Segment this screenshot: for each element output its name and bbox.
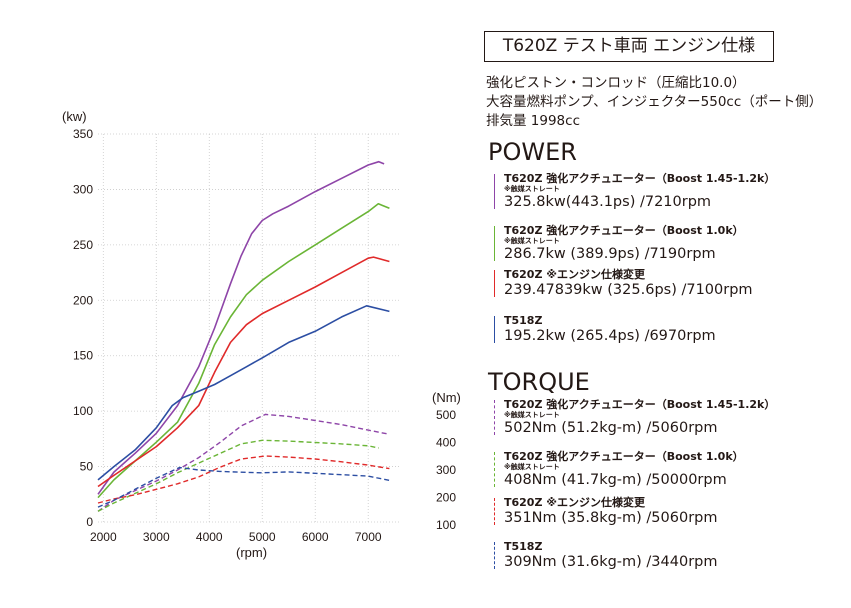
chart-grid bbox=[98, 133, 400, 523]
legend-swatch bbox=[494, 452, 495, 487]
torque-curves bbox=[97, 413, 390, 512]
engine-spec-1: 強化ピストン・コンロッド（圧縮比10.0） bbox=[486, 75, 746, 91]
page-title: T620Z テスト車両 エンジン仕様 bbox=[484, 31, 774, 62]
legend-peak-value: 325.8kw(443.1ps) /7210rpm bbox=[504, 194, 712, 210]
power-series-line-1 bbox=[97, 203, 390, 499]
legend-series-name: T518Z bbox=[504, 314, 543, 327]
y-left-tick-label: 350 bbox=[73, 127, 93, 141]
legend-series-note: ※触媒ストレート bbox=[504, 237, 560, 245]
torque-series-line-1 bbox=[97, 439, 379, 512]
y-axis-label-left: (kw) bbox=[62, 109, 87, 124]
y-right-tick-label: 300 bbox=[436, 463, 456, 477]
torque-series-line-0 bbox=[97, 413, 390, 512]
y-right-tick-label: 100 bbox=[436, 518, 456, 532]
legend-series-name: T620Z ※エンジン仕様変更 bbox=[504, 496, 645, 509]
legend-series-name: T620Z 強化アクチュエーター（Boost 1.45-1.2k） bbox=[504, 398, 776, 411]
power-legend-entry: T620Z 強化アクチュエーター（Boost 1.0k） ※触媒ストレート 286.… bbox=[494, 224, 744, 263]
power-legend-entry: T518Z 195.2kw (265.4ps) /6970rpm bbox=[494, 314, 716, 345]
y-left-tick-label: 50 bbox=[80, 460, 94, 474]
y-right-tick-label: 400 bbox=[436, 436, 456, 450]
torque-legend-entry: T518Z 309Nm (31.6kg-m) /3440rpm bbox=[494, 540, 718, 571]
power-legend-entry: T620Z 強化アクチュエーター（Boost 1.45-1.2k） ※触媒ストレー… bbox=[494, 172, 775, 211]
power-series-line-0 bbox=[97, 160, 385, 495]
x-tick-label: 7000 bbox=[355, 530, 382, 544]
legend-swatch bbox=[494, 226, 495, 261]
legend-peak-value: 502Nm (51.2kg-m) /5060rpm bbox=[504, 420, 718, 436]
torque-series-line-2 bbox=[97, 455, 390, 504]
legend-swatch bbox=[494, 270, 495, 297]
power-series-line-2 bbox=[97, 256, 390, 488]
legend-series-note: ※触媒ストレート bbox=[504, 185, 560, 193]
y-axis-label-right: (Nm) bbox=[432, 390, 461, 405]
legend-series-name: T620Z ※エンジン仕様変更 bbox=[504, 268, 645, 281]
legend-series-name: T620Z 強化アクチュエーター（Boost 1.45-1.2k） bbox=[504, 172, 776, 185]
legend-peak-value: 351Nm (35.8kg-m) /5060rpm bbox=[504, 510, 718, 526]
legend-series-name: T620Z 強化アクチュエーター（Boost 1.0k） bbox=[504, 450, 744, 463]
legend-swatch bbox=[494, 174, 495, 209]
torque-heading: TORQUE bbox=[488, 368, 590, 396]
power-curves bbox=[97, 160, 390, 499]
legend-series-name: T518Z bbox=[504, 540, 543, 553]
legend-peak-value: 408Nm (41.7kg-m) /50000rpm bbox=[504, 472, 727, 488]
torque-legend-entry: T620Z 強化アクチュエーター（Boost 1.45-1.2k） ※触媒ストレー… bbox=[494, 398, 775, 437]
legend-swatch bbox=[494, 498, 495, 525]
legend-peak-value: 239.47839kw (325.6ps) /7100rpm bbox=[504, 282, 753, 298]
power-series-line-3 bbox=[97, 305, 390, 481]
y-left-tick-label: 300 bbox=[73, 182, 93, 196]
legend-series-note: ※触媒ストレート bbox=[504, 411, 560, 419]
y-right-tick-label: 500 bbox=[436, 408, 456, 422]
y-left-tick-label: 150 bbox=[73, 349, 93, 363]
x-tick-label: 5000 bbox=[249, 530, 276, 544]
legend-series-name: T620Z 強化アクチュエーター（Boost 1.0k） bbox=[504, 224, 744, 237]
torque-legend-entry: T620Z 強化アクチュエーター（Boost 1.0k） ※触媒ストレート 408N… bbox=[494, 450, 744, 489]
x-tick-label: 3000 bbox=[143, 530, 170, 544]
legend-peak-value: 195.2kw (265.4ps) /6970rpm bbox=[504, 328, 716, 344]
legend-peak-value: 309Nm (31.6kg-m) /3440rpm bbox=[504, 554, 718, 570]
engine-spec-2: 大容量燃料ポンプ、インジェクター550cc（ポート側） bbox=[486, 94, 823, 110]
legend-swatch bbox=[494, 316, 495, 343]
y-left-tick-label: 0 bbox=[86, 515, 93, 529]
power-legend-entry: T620Z ※エンジン仕様変更 239.47839kw (325.6ps) /71… bbox=[494, 268, 753, 299]
torque-series-line-3 bbox=[97, 466, 390, 508]
legend-series-note: ※触媒ストレート bbox=[504, 463, 560, 471]
x-tick-label: 6000 bbox=[302, 530, 329, 544]
x-tick-label: 4000 bbox=[196, 530, 223, 544]
power-heading: POWER bbox=[488, 138, 577, 166]
y-right-tick-label: 200 bbox=[436, 491, 456, 505]
torque-legend-entry: T620Z ※エンジン仕様変更 351Nm (35.8kg-m) /5060rpm bbox=[494, 496, 718, 527]
y-left-tick-label: 100 bbox=[73, 404, 93, 418]
axis-ticks: 2000 3000 4000 5000 6000 7000 0 50 100 150 200 250 3… bbox=[73, 127, 456, 544]
x-axis-label: (rpm) bbox=[236, 545, 267, 560]
y-left-tick-label: 250 bbox=[73, 238, 93, 252]
engine-spec-3: 排気量 1998cc bbox=[486, 113, 580, 129]
legend-peak-value: 286.7kw (389.9ps) /7190rpm bbox=[504, 246, 716, 262]
legend-swatch bbox=[494, 542, 495, 569]
x-tick-label: 2000 bbox=[90, 530, 117, 544]
legend-swatch bbox=[494, 400, 495, 435]
y-left-tick-label: 200 bbox=[73, 293, 93, 307]
